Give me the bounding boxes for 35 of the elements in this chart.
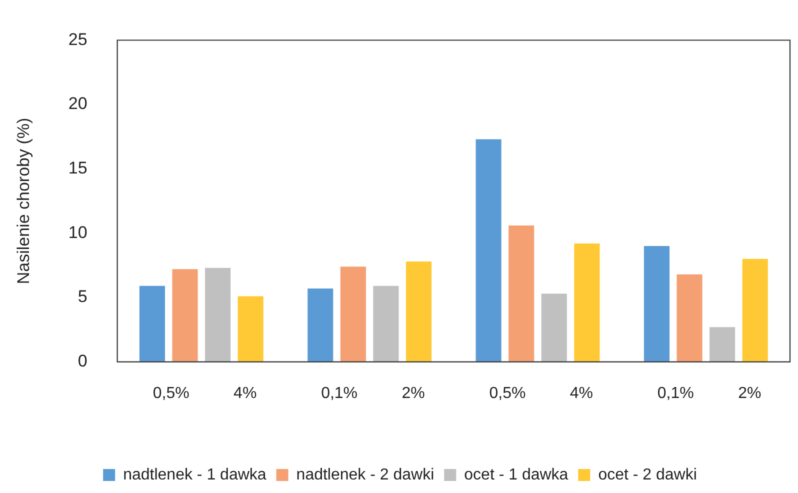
y-tick-label: 20 (68, 94, 88, 114)
text: 4% (570, 385, 594, 402)
y-tick-label: 10 (68, 222, 88, 242)
text: 0,5% (489, 385, 526, 402)
bar (205, 268, 231, 362)
bar (476, 139, 502, 362)
text: 4% (234, 385, 257, 402)
bar (644, 246, 670, 362)
bar (238, 296, 264, 362)
text: 0,1% (321, 385, 358, 402)
legend-label: ocet - 1 dawka (464, 466, 568, 484)
text: 2% (402, 385, 425, 402)
bar (508, 225, 534, 362)
bar (139, 286, 165, 362)
y-tick-label: 25 (68, 30, 88, 49)
text: 0,1% (657, 385, 694, 402)
y-tick-label: 5 (78, 287, 88, 306)
bar (406, 261, 432, 362)
legend-label: nadtlenek - 2 dawki (296, 466, 434, 484)
text: 2% (738, 385, 762, 402)
bar (541, 294, 567, 362)
bar (742, 258, 768, 362)
y-tick-label: 0 (78, 351, 88, 370)
y-axis-title: Nasilenie choroby (%) (14, 118, 33, 284)
bar (172, 269, 198, 362)
bar (710, 327, 736, 362)
legend-label: nadtlenek - 1 dawka (123, 466, 266, 484)
text: 0,5% (152, 385, 190, 402)
bar (340, 266, 366, 362)
bar (373, 286, 399, 362)
bar (574, 243, 600, 362)
y-tick-label: 15 (68, 158, 88, 178)
legend-label: ocet - 2 dawki (598, 466, 697, 484)
bar (676, 274, 702, 362)
bar (308, 288, 334, 362)
